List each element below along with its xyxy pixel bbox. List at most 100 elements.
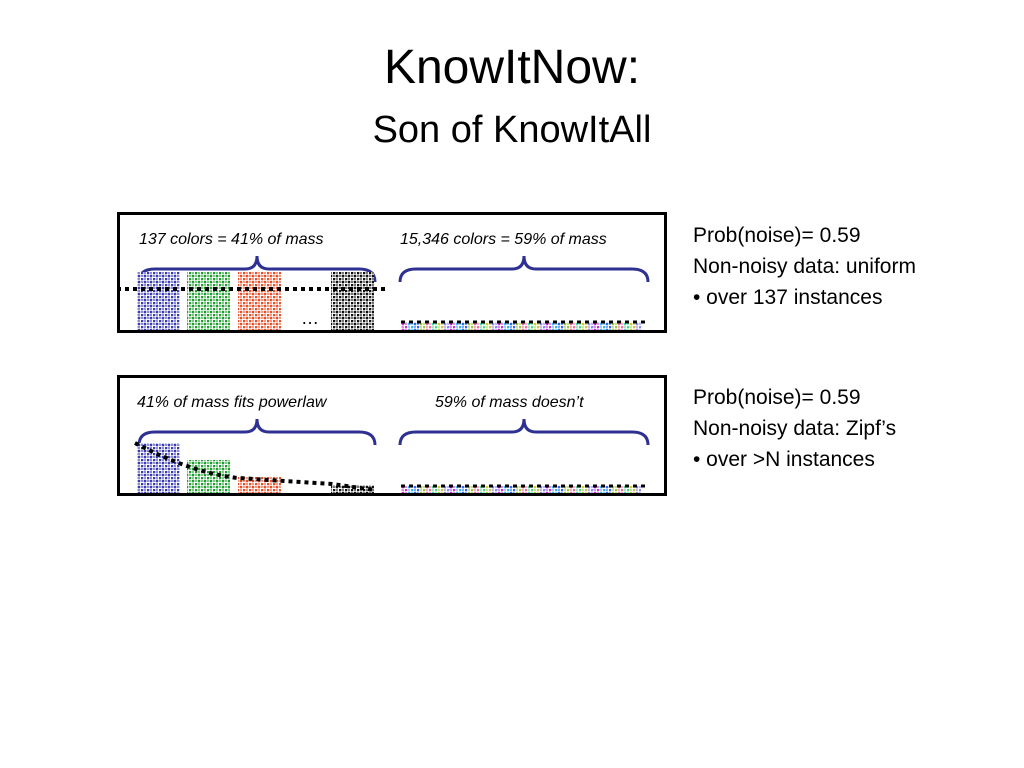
instances-bullet: • over >N instances — [693, 448, 875, 471]
uniform-distribution-panel: 137 colors = 41% of mass 15,346 colors =… — [117, 212, 667, 333]
tail-bar — [545, 322, 551, 330]
instances-bullet: • over 137 instances — [693, 286, 883, 309]
tail-bar — [563, 486, 569, 493]
tail-bar — [473, 322, 479, 330]
tail-bar — [431, 322, 437, 330]
left-group-label: 137 colors = 41% of mass — [139, 231, 324, 248]
tail-bar — [617, 486, 623, 493]
tail-bar — [413, 486, 419, 493]
tail-bar — [479, 486, 485, 493]
curly-brace — [137, 418, 377, 446]
tail-bar — [479, 322, 485, 330]
tail-bar — [425, 486, 431, 493]
tail-bar — [605, 486, 611, 493]
tail-bar — [455, 322, 461, 330]
tail-bar — [629, 322, 635, 330]
head-bar — [331, 272, 374, 330]
tail-bar — [473, 486, 479, 493]
non-noisy-description: Non-noisy data: Zipf’s — [693, 417, 897, 440]
tail-bar — [407, 486, 413, 493]
left-group-label: 41% of mass fits powerlaw — [137, 394, 327, 411]
powerlaw-curve — [134, 441, 376, 492]
tail-bar — [401, 322, 407, 330]
uniform-diagram — [117, 212, 667, 333]
tail-bar — [485, 486, 491, 493]
tail-bar — [503, 322, 509, 330]
tail-bar — [443, 322, 449, 330]
head-bar — [187, 460, 230, 493]
tail-bar — [521, 322, 527, 330]
tail-bar — [545, 486, 551, 493]
tail-bar — [533, 322, 539, 330]
tail-bar — [593, 322, 599, 330]
tail-bar — [401, 486, 407, 493]
tail-bar — [563, 322, 569, 330]
tail-bar — [587, 486, 593, 493]
uniform-notes: Prob(noise)= 0.59 Non-noisy data: unifor… — [693, 220, 916, 313]
tail-bar — [521, 486, 527, 493]
head-bar — [238, 477, 281, 493]
tail-bar — [413, 322, 419, 330]
tail-bar — [407, 322, 413, 330]
tail-bar — [467, 322, 473, 330]
tail-bar — [569, 486, 575, 493]
tail-bar — [449, 486, 455, 493]
tail-bar — [623, 322, 629, 330]
tail-bar — [599, 322, 605, 330]
noise-probability: Prob(noise)= 0.59 — [693, 386, 861, 409]
noise-probability: Prob(noise)= 0.59 — [693, 224, 861, 247]
tail-bar — [509, 486, 515, 493]
tail-bar — [527, 486, 533, 493]
tail-bar — [455, 486, 461, 493]
head-bar — [331, 485, 374, 493]
tail-bar — [461, 322, 467, 330]
tail-bar — [419, 322, 425, 330]
panel-frame — [117, 375, 667, 496]
tail-bar — [437, 486, 443, 493]
tail-bar — [527, 322, 533, 330]
tail-bar — [467, 486, 473, 493]
tail-bar — [599, 486, 605, 493]
zipf-distribution-panel: 41% of mass fits powerlaw 59% of mass do… — [117, 375, 667, 496]
tail-bar — [557, 322, 563, 330]
head-bar — [238, 272, 281, 330]
curly-brace — [398, 255, 650, 283]
tail-bar — [443, 486, 449, 493]
tail-bar — [623, 486, 629, 493]
head-bar — [137, 443, 180, 493]
tail-bar — [497, 322, 503, 330]
tail-bar — [485, 322, 491, 330]
ellipsis: … — [301, 308, 319, 328]
tail-bar — [617, 322, 623, 330]
tail-bar — [611, 486, 617, 493]
tail-bar — [419, 486, 425, 493]
tail-bar — [551, 486, 557, 493]
tail-bar — [557, 486, 563, 493]
tail-bar — [515, 322, 521, 330]
tail-bar — [587, 322, 593, 330]
non-noisy-description: Non-noisy data: uniform — [693, 255, 916, 278]
tail-bar — [491, 322, 497, 330]
tail-bar — [551, 322, 557, 330]
tail-bar — [569, 322, 575, 330]
tail-bar — [575, 486, 581, 493]
right-group-label: 59% of mass doesn’t — [435, 394, 584, 411]
tail-bar — [629, 486, 635, 493]
right-group-label: 15,346 colors = 59% of mass — [400, 231, 607, 248]
tail-bar — [581, 486, 587, 493]
tail-bar — [509, 322, 515, 330]
tail-bar — [635, 322, 641, 330]
tail-bar — [533, 486, 539, 493]
curly-brace — [137, 255, 377, 283]
tail-bar — [581, 322, 587, 330]
tail-bar — [437, 322, 443, 330]
tail-bar — [503, 486, 509, 493]
slide-title: KnowItNow: — [383, 41, 641, 94]
zipf-diagram — [117, 375, 667, 496]
tail-bar — [497, 486, 503, 493]
tail-bar — [449, 322, 455, 330]
tail-bar — [431, 486, 437, 493]
tail-bar — [461, 486, 467, 493]
curly-brace — [398, 418, 650, 446]
slide-subtitle: Son of KnowItAll — [372, 109, 652, 151]
